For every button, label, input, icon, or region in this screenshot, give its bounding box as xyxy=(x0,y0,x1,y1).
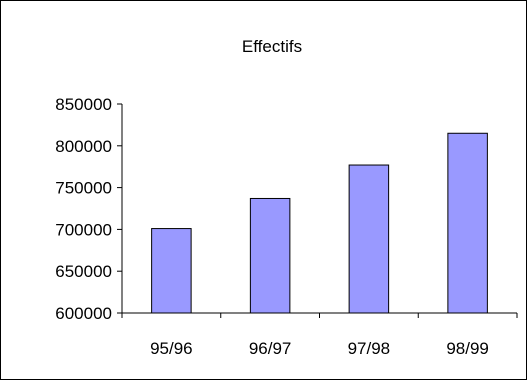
y-tick-label: 650000 xyxy=(55,262,112,281)
y-tick-label: 800000 xyxy=(55,137,112,156)
x-tick-label: 97/98 xyxy=(348,339,391,358)
y-tick-label: 600000 xyxy=(55,304,112,323)
x-tick-label: 98/99 xyxy=(446,339,489,358)
bar xyxy=(348,164,390,314)
y-axis: 600000 650000 700000 750000 800000 850000 xyxy=(55,95,123,323)
y-tick-label: 700000 xyxy=(55,220,112,239)
x-tick-label: 96/97 xyxy=(249,339,292,358)
y-tick-label: 850000 xyxy=(55,95,112,114)
bar xyxy=(249,197,291,314)
bar xyxy=(151,228,192,314)
chart-title: Effectifs xyxy=(242,37,302,56)
x-tick-label: 95/96 xyxy=(150,339,193,358)
bar xyxy=(447,132,488,314)
y-tick-label: 750000 xyxy=(55,179,112,198)
x-axis: 95/96 96/97 97/98 98/99 xyxy=(121,312,518,358)
bars xyxy=(151,132,488,314)
